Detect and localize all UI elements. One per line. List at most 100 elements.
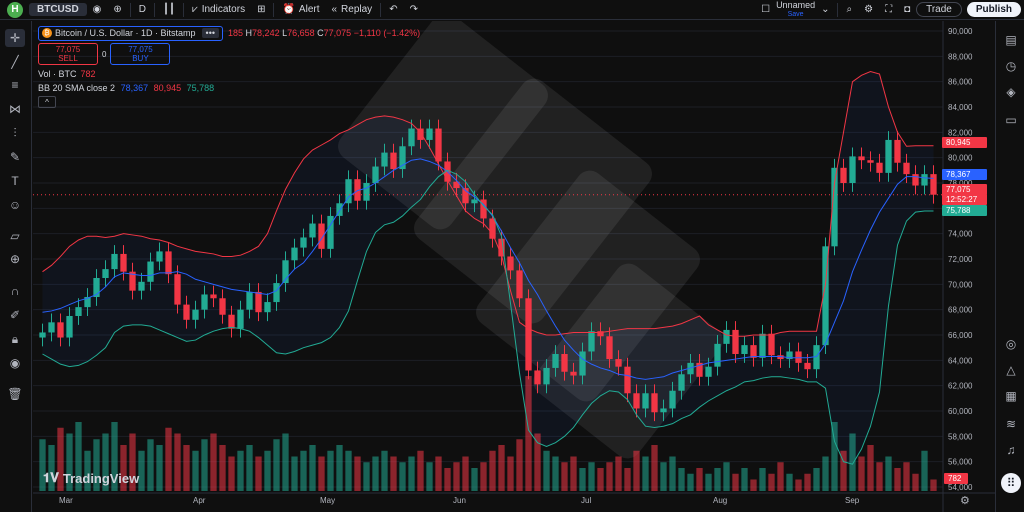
candle-body xyxy=(507,256,514,271)
visibility-eye-icon[interactable]: ◉ xyxy=(9,356,21,370)
calendar-icon[interactable]: ▦ xyxy=(1005,389,1017,403)
candle-body xyxy=(282,260,289,284)
brush-icon[interactable]: ✎ xyxy=(9,150,21,164)
publish-button[interactable]: Publish xyxy=(966,2,1021,17)
collapse-legend-button[interactable]: ^ xyxy=(38,96,56,108)
redo-icon[interactable]: ↷ xyxy=(409,4,418,15)
symbol-title: Bitcoin / U.S. Dollar · 1D · Bitstamp xyxy=(55,28,196,38)
volume-bar xyxy=(417,450,424,491)
chart-legend: ₿ Bitcoin / U.S. Dollar · 1D · Bitstamp … xyxy=(38,25,420,108)
trash-icon[interactable]: 🗑︎ xyxy=(7,387,23,401)
volume-bar xyxy=(444,468,451,491)
candle-body xyxy=(75,307,82,316)
volume-bar xyxy=(165,427,172,491)
compare-icon[interactable]: ◉ xyxy=(92,4,102,15)
indicators-button[interactable]: ⩗ Indicators xyxy=(186,1,251,19)
volume-bar xyxy=(282,433,289,491)
volume-bar xyxy=(804,473,811,491)
volume-bar xyxy=(147,439,154,491)
trend-line-icon[interactable]: ╱ xyxy=(11,55,19,69)
profile-avatar[interactable]: H xyxy=(7,1,23,18)
chart-pane[interactable]: 90,000 88,000 86,000 84,000 82,000 80,000 78,0… xyxy=(33,21,995,512)
candle-body xyxy=(174,274,181,305)
candle-body xyxy=(462,188,469,204)
price-tick-label: 82,000 xyxy=(948,128,973,137)
interval-button[interactable]: D xyxy=(138,4,147,15)
chart-type-icon[interactable]: ┃┃ xyxy=(163,4,176,15)
high-value: 78,242 xyxy=(252,28,280,38)
more-options-icon[interactable]: ••• xyxy=(201,28,219,38)
candle-body xyxy=(120,253,127,272)
trade-button[interactable]: Trade xyxy=(916,2,962,17)
chart-settings-gear-icon[interactable]: ⚙ xyxy=(960,495,970,507)
bb-label: BB 20 SMA close 2 xyxy=(38,83,116,93)
candle-body xyxy=(408,128,415,147)
compass-icon[interactable]: ◎ xyxy=(1005,337,1017,351)
volume-bar xyxy=(426,462,433,491)
price-tick-label: 64,000 xyxy=(948,356,973,365)
snapshot-camera-icon[interactable]: ◘ xyxy=(904,4,911,15)
notifications-bell-icon[interactable]: ♫ xyxy=(1006,443,1016,457)
layers-icon[interactable]: ◈ xyxy=(1006,85,1016,99)
alerts-clock-icon[interactable]: ◷ xyxy=(1005,59,1017,73)
divider xyxy=(273,2,275,17)
horizontal-lines-icon[interactable]: ≡ xyxy=(11,78,19,92)
candle-body xyxy=(453,181,460,189)
volume-bar xyxy=(732,473,739,491)
pattern-icon[interactable]: ⋈ xyxy=(9,102,21,116)
candle-body xyxy=(147,261,154,282)
candle-body xyxy=(237,309,244,329)
layout-dropdown-icon[interactable]: ⌄ xyxy=(821,4,830,15)
chat-icon[interactable]: ▭ xyxy=(1005,113,1017,127)
candle-body xyxy=(309,223,316,238)
add-symbol-icon[interactable]: ⊕ xyxy=(113,4,122,15)
replay-button[interactable]: «Replay xyxy=(325,1,378,19)
watermark-shape xyxy=(476,170,700,402)
volume-bar xyxy=(138,450,145,491)
divider xyxy=(380,2,382,17)
layout-name-button[interactable]: Unnamed Save xyxy=(776,0,815,19)
symbol-search-button[interactable]: BTCUSD xyxy=(29,3,87,16)
lock-icon[interactable]: 🔒︎ xyxy=(11,331,19,346)
volume-bar xyxy=(255,456,262,491)
volume-bar xyxy=(714,468,721,491)
volume-legend[interactable]: Vol · BTC 782 xyxy=(38,69,420,79)
quick-search-icon[interactable]: ⌕ xyxy=(846,4,853,15)
alert-button[interactable]: ⏰ Alert xyxy=(276,1,325,19)
symbol-title-button[interactable]: ₿ Bitcoin / U.S. Dollar · 1D · Bitstamp … xyxy=(38,25,223,41)
apps-grid-icon[interactable]: ⠿ xyxy=(1001,473,1021,493)
ruler-icon[interactable]: ▱ xyxy=(10,229,20,243)
time-tick-label: May xyxy=(320,496,335,505)
text-icon[interactable]: T xyxy=(11,174,19,188)
candle-body xyxy=(255,291,262,313)
fib-icon[interactable]: ⫶ xyxy=(13,125,17,140)
volume-bar xyxy=(345,450,352,491)
volume-bar xyxy=(372,456,379,491)
candle-body xyxy=(867,160,874,163)
layout-checkbox-icon[interactable]: ☐ xyxy=(761,4,771,15)
volume-bar xyxy=(48,445,55,491)
time-tick-label: Jul xyxy=(581,496,591,505)
streams-icon[interactable]: ≋ xyxy=(1005,417,1017,431)
volume-bar xyxy=(300,450,307,491)
candle-body xyxy=(48,322,55,333)
bollinger-legend[interactable]: BB 20 SMA close 2 78,367 80,945 75,788 xyxy=(38,83,420,93)
zoom-in-icon[interactable]: ⊕ xyxy=(9,252,21,266)
settings-gear-icon[interactable]: ⚙ xyxy=(864,4,874,15)
crosshair-icon[interactable]: ✛ xyxy=(5,29,25,47)
magnet-icon[interactable]: ∩ xyxy=(10,284,20,298)
volume-bar xyxy=(822,456,829,491)
lock-pencil-icon[interactable]: ✐ xyxy=(9,308,21,322)
templates-icon[interactable]: ⊞ xyxy=(257,4,266,15)
volume-bar xyxy=(876,462,883,491)
candle-body xyxy=(354,179,361,201)
candle-body xyxy=(705,366,712,377)
ideas-icon[interactable]: △ xyxy=(1006,363,1016,377)
fullscreen-icon[interactable]: ⛶ xyxy=(885,4,893,15)
undo-icon[interactable]: ↶ xyxy=(389,4,398,15)
emoji-icon[interactable]: ☺ xyxy=(8,198,22,212)
sell-button[interactable]: 77,075 SELL xyxy=(38,43,98,65)
buy-button[interactable]: 77,075 BUY xyxy=(110,43,171,65)
watchlist-icon[interactable]: ▤ xyxy=(1005,33,1017,47)
close-value: 77,075 xyxy=(323,28,352,38)
